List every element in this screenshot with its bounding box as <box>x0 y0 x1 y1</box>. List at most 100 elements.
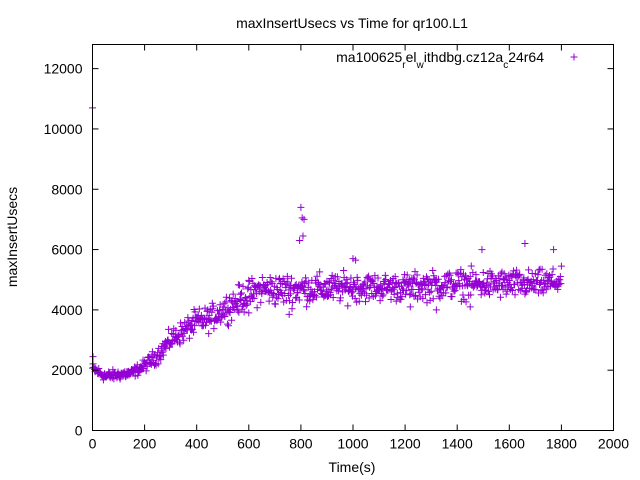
data-point <box>379 285 387 293</box>
data-point <box>442 289 450 297</box>
data-point <box>462 298 470 306</box>
x-tick-label: 1400 <box>442 436 473 452</box>
data-point <box>446 271 454 279</box>
data-point <box>220 311 228 319</box>
data-point <box>557 280 565 288</box>
data-point-outlier <box>299 232 307 240</box>
data-point <box>362 285 370 293</box>
data-point <box>508 286 516 294</box>
data-point <box>365 294 373 302</box>
data-point <box>242 301 250 309</box>
data-point <box>248 274 256 282</box>
data-point <box>412 291 420 299</box>
data-point <box>538 265 546 273</box>
data-point <box>392 297 400 305</box>
data-point <box>342 280 350 288</box>
data-point <box>369 276 377 284</box>
data-point <box>505 276 513 284</box>
data-point <box>347 289 355 297</box>
data-point <box>264 281 272 289</box>
data-point <box>379 291 387 299</box>
data-point <box>205 330 213 338</box>
data-point <box>227 297 235 305</box>
y-axis-label: maxInsertUsecs <box>4 187 20 287</box>
y-tick-label: 6000 <box>51 242 82 258</box>
data-point <box>500 270 508 278</box>
data-point <box>525 266 533 274</box>
data-point-outlier <box>432 306 440 314</box>
data-point <box>244 285 252 293</box>
x-tick-label: 1600 <box>494 436 525 452</box>
data-point <box>162 345 170 353</box>
data-point-outlier <box>298 214 306 222</box>
x-tick-label: 200 <box>133 436 157 452</box>
data-point <box>270 290 278 298</box>
data-point <box>496 293 504 301</box>
legend-marker-plus <box>570 53 578 61</box>
data-point <box>539 289 547 297</box>
data-point <box>284 278 292 286</box>
data-point <box>325 278 333 286</box>
x-tick-label: 1200 <box>390 436 421 452</box>
data-point-outlier <box>300 215 308 223</box>
data-points <box>89 104 565 384</box>
data-point <box>189 325 197 333</box>
data-point <box>176 340 184 348</box>
legend: ma100625relwithdbg.cz12ac24r64 <box>336 49 578 71</box>
y-tick-label: 12000 <box>44 61 83 77</box>
data-point <box>322 287 330 295</box>
data-point <box>353 273 361 281</box>
data-point <box>418 285 426 293</box>
data-point <box>303 303 311 311</box>
data-point <box>549 265 557 273</box>
data-point <box>390 290 398 298</box>
chart-title: maxInsertUsecs vs Time for qr100.L1 <box>236 15 468 31</box>
data-point <box>226 308 234 316</box>
data-point <box>295 296 303 304</box>
data-point <box>344 302 352 310</box>
data-point <box>343 279 351 287</box>
data-point <box>95 364 103 372</box>
data-point <box>496 275 504 283</box>
data-point <box>511 280 519 288</box>
data-point <box>463 276 471 284</box>
data-point <box>240 308 248 316</box>
data-point <box>467 262 475 270</box>
x-axis: 0 200 400 600 800 1000 1200 1400 1600 1800 2000 <box>89 44 629 452</box>
data-point <box>472 271 480 279</box>
y-tick-label: 0 <box>75 423 83 439</box>
data-point <box>520 274 528 282</box>
data-point <box>286 290 294 298</box>
data-point <box>158 348 166 356</box>
data-point <box>145 353 153 361</box>
data-point-outlier <box>352 256 360 264</box>
data-point <box>398 285 406 293</box>
data-point <box>159 351 167 359</box>
data-point <box>248 294 256 302</box>
data-point <box>556 273 564 281</box>
data-point <box>501 283 509 291</box>
data-point <box>378 292 386 300</box>
legend-subscript: r <box>402 60 406 71</box>
data-point <box>477 291 485 299</box>
data-point <box>105 368 113 376</box>
data-point <box>228 316 236 324</box>
data-point <box>333 273 341 281</box>
data-point-outlier <box>245 309 253 317</box>
data-point <box>180 336 188 344</box>
data-point <box>484 287 492 295</box>
legend-marker <box>570 53 578 61</box>
data-point <box>448 293 456 301</box>
data-point <box>346 284 354 292</box>
data-point <box>377 281 385 289</box>
data-point <box>451 286 459 294</box>
data-point <box>190 328 198 336</box>
data-point <box>157 356 165 364</box>
data-point <box>420 281 428 289</box>
data-point <box>390 285 398 293</box>
data-point <box>391 283 399 291</box>
data-point <box>511 291 519 299</box>
data-point <box>157 347 165 355</box>
data-point <box>89 360 97 368</box>
x-tick-label: 2000 <box>598 436 629 452</box>
